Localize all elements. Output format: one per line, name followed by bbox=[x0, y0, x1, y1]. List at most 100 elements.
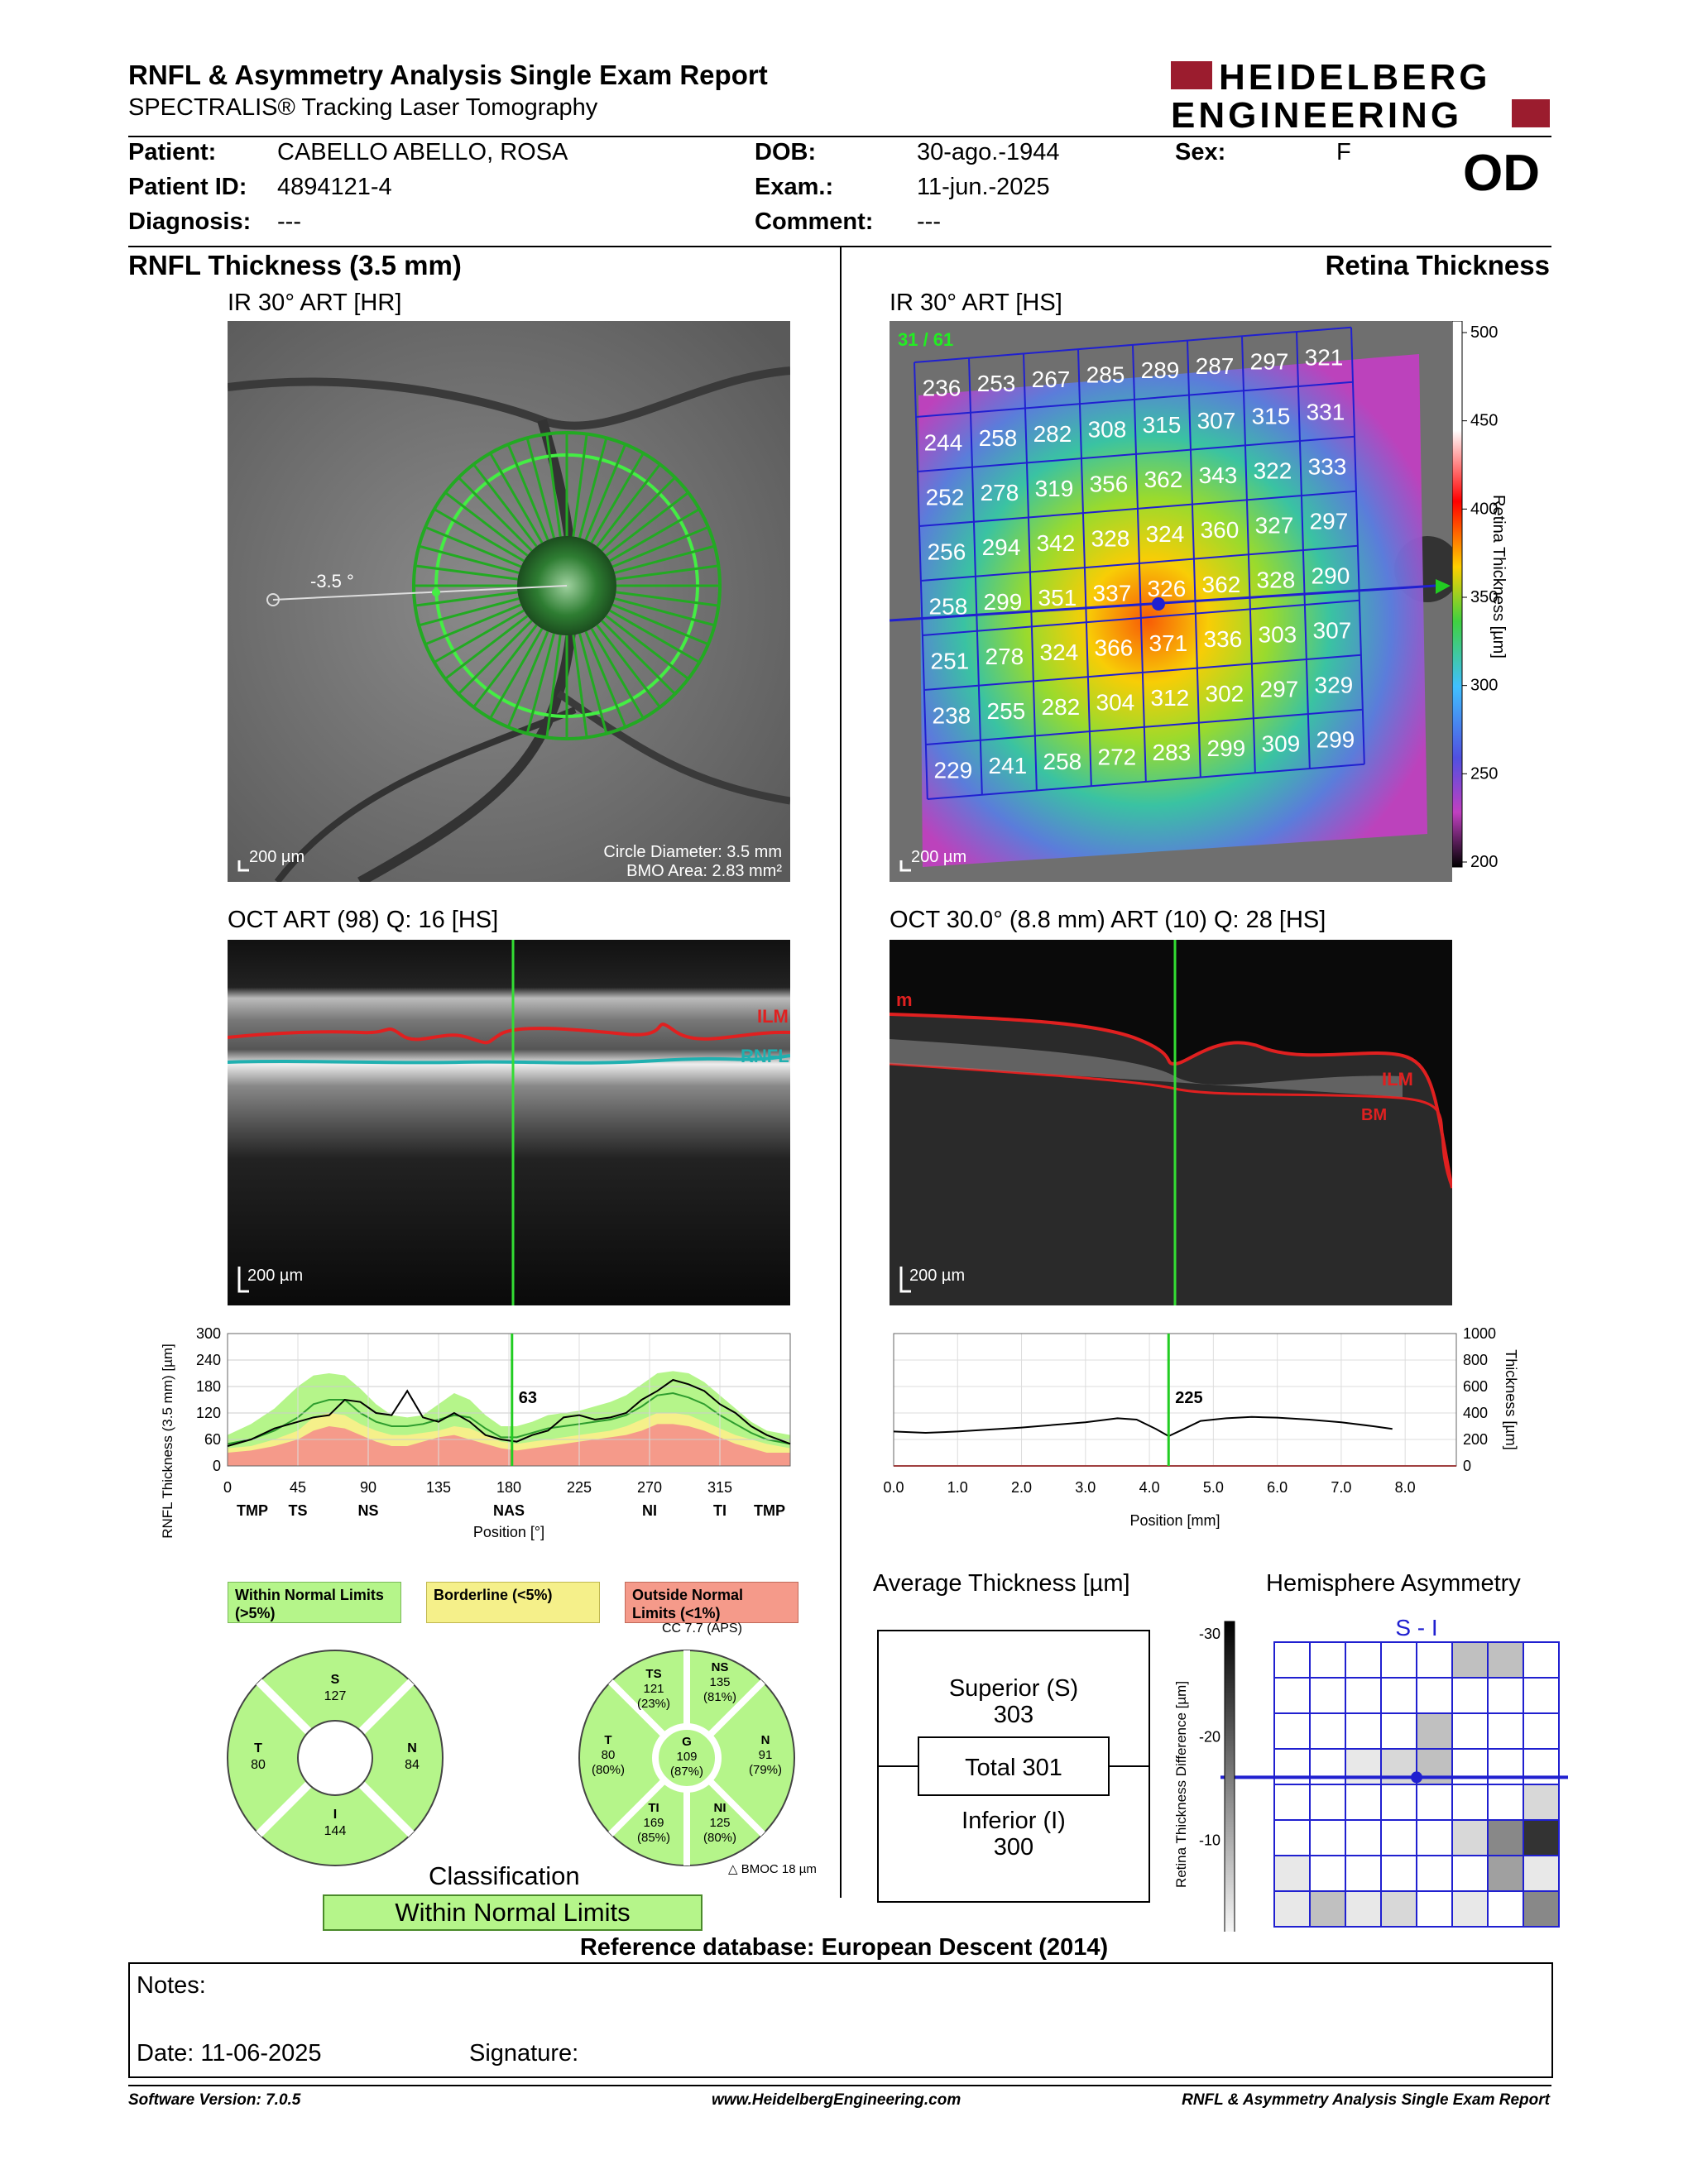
pie6-ti-label: TI bbox=[648, 1801, 659, 1815]
asym-scale-tick: -10 bbox=[1199, 1832, 1220, 1848]
x-tick: 45 bbox=[290, 1479, 306, 1496]
oct-bscan-left: ILM RNFL 200 µm bbox=[227, 940, 791, 1305]
pie6-t-label: T bbox=[604, 1733, 611, 1747]
retina-line bbox=[893, 1415, 1393, 1438]
y-tick: 800 bbox=[1463, 1352, 1488, 1368]
asym-cell bbox=[1416, 1677, 1453, 1714]
asym-cell bbox=[1416, 1712, 1453, 1750]
eye-label: OD bbox=[1463, 145, 1540, 202]
pie6-n-value: 91 bbox=[759, 1748, 773, 1762]
grid-cell-value: 328 bbox=[1257, 568, 1296, 593]
pie6-ts-value: 121 bbox=[643, 1682, 664, 1696]
asym-cell bbox=[1345, 1748, 1382, 1785]
grid-cell-value: 297 bbox=[1310, 508, 1349, 534]
asym-cell bbox=[1451, 1677, 1489, 1714]
x-tick: 0 bbox=[223, 1479, 232, 1496]
exam-date: 11-jun.-2025 bbox=[917, 174, 1050, 200]
asym-cell bbox=[1487, 1819, 1524, 1856]
grid-cell-value: 343 bbox=[1199, 462, 1238, 488]
x-tick: 6.0 bbox=[1267, 1479, 1288, 1496]
footer-report-name: RNFL & Asymmetry Analysis Single Exam Re… bbox=[1182, 2091, 1550, 2109]
pie6-ni-pct: (80%) bbox=[703, 1831, 736, 1845]
colorbar-tick: 400 bbox=[1470, 500, 1498, 518]
patient-id-label: Patient ID: bbox=[128, 174, 247, 200]
report-title: RNFL & Asymmetry Analysis Single Exam Re… bbox=[128, 60, 768, 90]
oct-rnfl-label: RNFL bbox=[741, 1046, 789, 1066]
asym-cell bbox=[1345, 1855, 1382, 1892]
asym-scale-label: Retina Thickness Difference [µm] bbox=[1173, 1681, 1189, 1888]
grid-cell-value: 289 bbox=[1141, 357, 1180, 383]
asym-cell bbox=[1416, 1890, 1453, 1928]
asym-cell bbox=[1380, 1784, 1417, 1821]
ir-left-scale: 200 µm bbox=[249, 848, 305, 866]
cc-label: CC 7.7 (APS) bbox=[662, 1621, 742, 1636]
grid-cell-value: 278 bbox=[981, 480, 1019, 505]
y-tick: 0 bbox=[213, 1458, 221, 1474]
grid-cell-value: 312 bbox=[1151, 685, 1190, 711]
pie6-ti-value: 169 bbox=[643, 1816, 664, 1830]
sex: F bbox=[1336, 139, 1351, 165]
dob-label: DOB: bbox=[755, 139, 817, 165]
dob: 30-ago.-1944 bbox=[917, 139, 1060, 165]
grid-cell-value: 322 bbox=[1254, 458, 1292, 484]
y-tick: 400 bbox=[1463, 1405, 1488, 1421]
sector-label: TI bbox=[713, 1502, 727, 1519]
grid-cell-value: 319 bbox=[1035, 476, 1074, 501]
asym-cell bbox=[1523, 1855, 1560, 1892]
grid-cell-value: 356 bbox=[1090, 472, 1129, 497]
asym-cell bbox=[1345, 1641, 1382, 1679]
signature-field: Signature: bbox=[469, 2040, 579, 2067]
grid-cell-value: 302 bbox=[1206, 681, 1244, 706]
diagnosis: --- bbox=[277, 208, 301, 235]
sector-label: NAS bbox=[493, 1502, 525, 1519]
x-tick: 180 bbox=[496, 1479, 521, 1496]
grid-cell-value: 315 bbox=[1252, 404, 1291, 429]
grid-cell-value: 304 bbox=[1096, 690, 1135, 716]
grid-cell-value: 244 bbox=[924, 429, 963, 455]
asym-cell bbox=[1451, 1712, 1489, 1750]
chart2-cursor-label: 225 bbox=[1175, 1389, 1202, 1407]
grid-cell-value: 238 bbox=[933, 702, 971, 728]
grid-cell-value: 331 bbox=[1307, 399, 1345, 424]
grid-cell-value: 366 bbox=[1095, 635, 1134, 661]
notes-box[interactable]: Notes: Date: 11-06-2025 Signature: bbox=[128, 1962, 1553, 2078]
y-tick: 0 bbox=[1463, 1458, 1471, 1474]
asym-cell bbox=[1273, 1890, 1311, 1928]
asym-bottom-label: I - S bbox=[1395, 1929, 1437, 1932]
inferior-label: Inferior (I) bbox=[961, 1808, 1066, 1834]
grid-cell-value: 324 bbox=[1040, 639, 1079, 665]
asym-cell bbox=[1487, 1748, 1524, 1785]
pie4-n-label: N bbox=[407, 1741, 417, 1755]
grid-cell-value: 362 bbox=[1202, 572, 1241, 597]
website: www.HeidelbergEngineering.com bbox=[712, 2091, 961, 2109]
grid-cell-value: 333 bbox=[1308, 453, 1347, 479]
ir-left-title: IR 30° ART [HR] bbox=[228, 290, 402, 316]
ir-angle-label: -3.5 ° bbox=[310, 571, 354, 592]
grid-cell-value: 371 bbox=[1149, 630, 1188, 656]
grid-cell-value: 321 bbox=[1305, 344, 1344, 370]
pie6-ts-label: TS bbox=[645, 1667, 661, 1681]
asym-cell bbox=[1523, 1819, 1560, 1856]
circle-diameter: Circle Diameter: 3.5 mm bbox=[603, 843, 782, 861]
grid-cell-value: 297 bbox=[1260, 677, 1299, 702]
asym-cell bbox=[1523, 1677, 1560, 1714]
asym-cell bbox=[1451, 1784, 1489, 1821]
asymmetry-title: Hemisphere Asymmetry bbox=[1266, 1570, 1521, 1597]
colorbar-tick: 200 bbox=[1470, 853, 1498, 871]
grid-cell-value: 326 bbox=[1148, 576, 1187, 601]
grid-cell-value: 283 bbox=[1153, 740, 1192, 765]
rnfl-section-title: RNFL Thickness (3.5 mm) bbox=[128, 250, 462, 280]
pie4-t-value: 80 bbox=[251, 1758, 266, 1772]
legend-borderline: Borderline (<5%) bbox=[426, 1582, 600, 1623]
oct-left-scale: 200 µm bbox=[247, 1267, 303, 1285]
oct-right-scale: 200 µm bbox=[909, 1267, 965, 1285]
classification-result: Within Normal Limits bbox=[323, 1894, 703, 1931]
colorbar-tick: 450 bbox=[1470, 412, 1498, 430]
asym-cell bbox=[1487, 1712, 1524, 1750]
x-tick: 5.0 bbox=[1203, 1479, 1224, 1496]
asym-cell bbox=[1487, 1855, 1524, 1892]
y-tick: 240 bbox=[196, 1352, 221, 1368]
asym-cell bbox=[1273, 1677, 1311, 1714]
grid-cell-value: 299 bbox=[1207, 735, 1246, 761]
asym-cell bbox=[1309, 1784, 1346, 1821]
